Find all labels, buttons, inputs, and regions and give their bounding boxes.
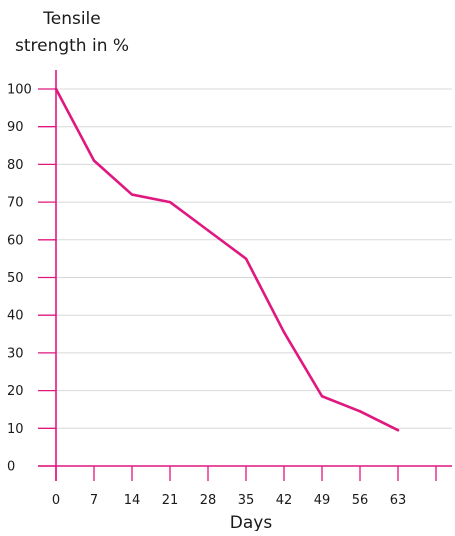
y-tick-label: 70 [7,196,24,211]
y-tick-label: 30 [7,346,24,361]
x-axis-label: Days [230,513,273,531]
x-tick-label: 49 [314,493,331,508]
y-tick-label: 80 [7,158,24,173]
y-tick-label: 40 [7,309,24,324]
y-tick-label: 50 [7,271,24,286]
data-point [168,200,172,204]
y-tick-label: 0 [7,460,15,475]
data-point [282,330,286,334]
data-point [54,87,58,91]
x-tick-label: 21 [162,493,179,508]
x-tick-label: 56 [352,493,369,508]
y-axis-label-line-2: strength in % [15,36,129,56]
data-point [206,229,210,232]
data-point [130,193,134,196]
x-ticks: 0 7 14 21 28 35 42 49 56 63 [52,466,437,508]
x-tick-label: 63 [390,493,407,508]
y-ticks: 0 10 20 30 40 50 60 70 80 90 100 [7,83,56,475]
x-tick-label: 35 [238,493,255,508]
y-tick-label: 60 [7,233,24,248]
x-tick-label: 28 [200,493,217,508]
x-tick-label: 7 [90,493,98,508]
y-axis-label-line-1: Tensile [42,9,101,29]
y-tick-label: 20 [7,384,24,399]
axes [38,70,452,481]
x-tick-label: 0 [52,493,60,508]
data-point [320,395,324,398]
series-line [54,87,400,432]
data-point [358,410,362,413]
y-tick-label: 90 [7,120,24,135]
data-point [396,428,400,432]
series [54,87,400,432]
y-tick-label: 100 [7,83,32,98]
data-point [244,257,248,260]
y-tick-label: 10 [7,422,24,437]
x-tick-label: 42 [276,493,293,508]
x-tick-label: 14 [124,493,141,508]
grid-lines [56,88,452,429]
data-point [92,159,96,162]
